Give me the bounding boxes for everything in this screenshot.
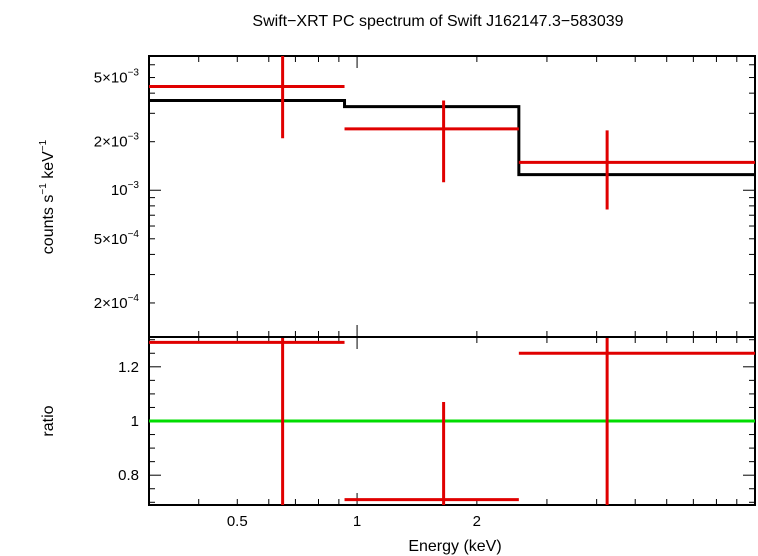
y-tick-label: 2×10−3 [94,132,140,151]
y-axis-label-sup1: −1 [38,183,49,195]
x-tick-label: 0.5 [227,513,248,530]
y-tick-label: 0.8 [118,467,139,484]
y-axis-label-mid: keV [40,151,57,183]
top-panel-y-axis-label: counts s−1 keV−1 [38,139,57,254]
y-tick-label: 1.2 [118,359,139,376]
x-tick-label: 1 [353,513,361,530]
y-axis-label-sup2: −1 [38,139,49,151]
model-step-line [149,99,755,177]
bottom-panel-y-axis-label: ratio [40,405,57,436]
top-panel-frame [148,55,756,338]
y-axis-label-main: counts s [40,195,57,255]
x-tick-label: 2 [473,513,481,530]
y-tick-label: 10−3 [111,180,140,199]
chart-title: Swift−XRT PC spectrum of Swift J162147.3… [252,13,623,30]
y-tick-label: 1 [131,413,139,430]
plot-layer: 0.5 1 2 5×10−3 2×10−3 10−3 5×10−4 2×10−4 1.2 1 0.8 [94,55,756,530]
x-axis-label: Energy (keV) [408,538,501,555]
y-tick-label: 5×10−3 [94,68,140,87]
y-tick-label: 2×10−4 [94,293,140,312]
y-tick-label: 5×10−4 [94,229,140,248]
